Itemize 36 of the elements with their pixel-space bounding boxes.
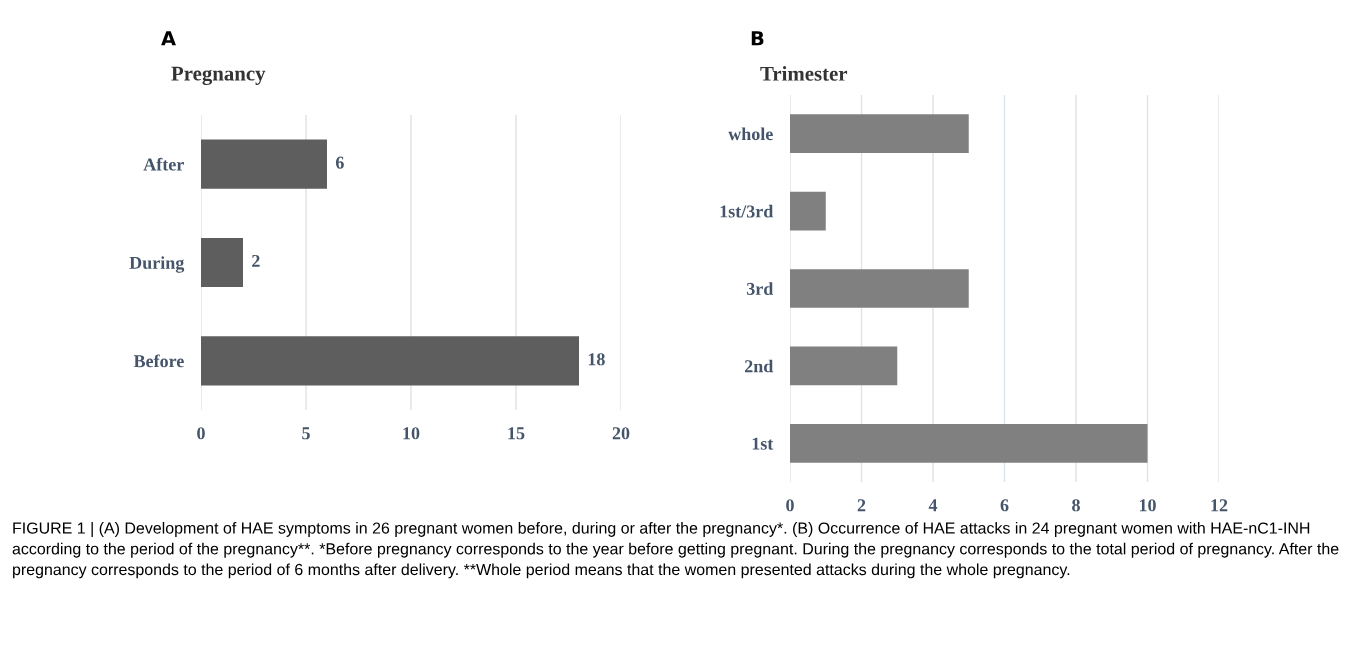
data-label: 6 (335, 156, 344, 169)
data-label: 18 (588, 353, 605, 366)
bar (790, 423, 1148, 463)
y-tick-label: 1st/3rd (720, 204, 774, 218)
data-label: 2 (252, 254, 260, 267)
bar (790, 114, 969, 154)
y-tick-label: During (129, 256, 185, 273)
y-tick-label: After (143, 157, 184, 171)
bar (790, 346, 898, 386)
caption: FIGURE 1 | (A) Development of HAE symptoms in 26 pregnant women before, during or after the pregnancy*. (B) Occurrence of HAE attacks in 24 pregnant women with HAE-nC1-INH according to the period of the pregnancy**. *Before pregnancy corresponds to the year before getting pregnant. During the pregnancy corresponds to the total period of pregnancy. After the pregnancy corresponds to the period of 6 months after delivery. **Whole period means that the women presented attacks during the whole pregnancy. (12, 522, 1339, 579)
y-tick-label: 2nd (744, 359, 774, 373)
text: B (751, 31, 764, 46)
x-tick-label: 0 (786, 499, 794, 512)
chart-title: Pregnancy (171, 66, 266, 85)
x-tick-label: 10 (1139, 499, 1156, 512)
x-tick-label: 6 (1000, 499, 1009, 512)
x-tick-label: 8 (1072, 499, 1080, 512)
y-tick-label: whole (728, 127, 773, 141)
x-tick-label: 2 (857, 499, 866, 512)
y-tick-label: 1st (752, 437, 774, 450)
x-tick-label: 10 (403, 427, 420, 440)
bar (201, 139, 327, 189)
x-tick-label: 12 (1211, 499, 1228, 512)
bar (201, 237, 243, 288)
y-tick-label: 3rd (746, 282, 774, 295)
bar (790, 191, 826, 231)
chart-title: Trimester (760, 66, 848, 81)
x-tick-label: 0 (197, 427, 205, 440)
y-tick-label: Before (133, 354, 184, 368)
x-tick-label: 15 (508, 427, 525, 440)
text: A (161, 31, 176, 46)
x-tick-label: 20 (612, 427, 630, 440)
x-tick-label: 4 (928, 499, 938, 512)
bar (790, 269, 969, 308)
x-tick-label: 5 (302, 427, 310, 440)
bar (201, 336, 579, 386)
